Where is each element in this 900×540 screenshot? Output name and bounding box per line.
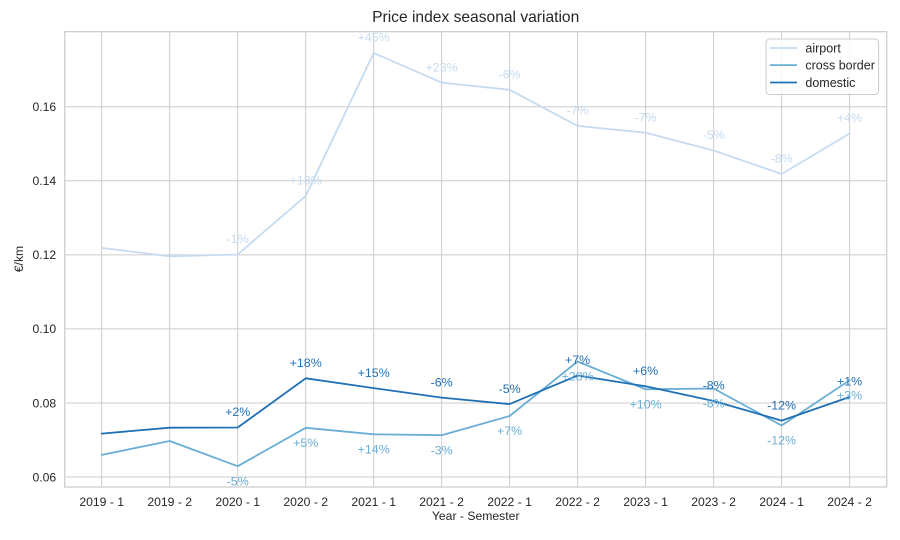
- svg-text:+4%: +4%: [837, 111, 862, 125]
- svg-text:-5%: -5%: [227, 474, 249, 488]
- svg-text:-7%: -7%: [635, 110, 657, 124]
- svg-text:0.06: 0.06: [32, 470, 56, 484]
- svg-text:-7%: -7%: [567, 104, 589, 118]
- svg-text:2021 - 2: 2021 - 2: [419, 495, 464, 509]
- svg-text:+15%: +15%: [358, 366, 390, 380]
- svg-text:2023 - 1: 2023 - 1: [623, 495, 668, 509]
- svg-text:+6%: +6%: [633, 364, 658, 378]
- svg-text:-8%: -8%: [703, 379, 725, 393]
- svg-text:-1%: -1%: [227, 232, 249, 246]
- svg-text:-12%: -12%: [767, 434, 796, 448]
- svg-text:Price index seasonal variation: Price index seasonal variation: [372, 9, 579, 26]
- svg-text:+28%: +28%: [562, 370, 594, 384]
- svg-text:-6%: -6%: [431, 375, 453, 389]
- svg-text:cross border: cross border: [805, 58, 874, 72]
- svg-text:2024 - 2: 2024 - 2: [827, 495, 872, 509]
- svg-text:2019 - 2: 2019 - 2: [147, 495, 192, 509]
- svg-text:+7%: +7%: [497, 424, 522, 438]
- svg-text:2023 - 2: 2023 - 2: [691, 495, 736, 509]
- svg-text:+7%: +7%: [565, 353, 590, 367]
- svg-text:0.08: 0.08: [32, 396, 56, 410]
- svg-text:0.10: 0.10: [32, 322, 56, 336]
- svg-text:€/km: €/km: [12, 246, 26, 272]
- svg-text:-12%: -12%: [767, 398, 796, 412]
- svg-text:2020 - 2: 2020 - 2: [283, 495, 328, 509]
- svg-text:+45%: +45%: [358, 31, 390, 45]
- svg-text:-3%: -3%: [431, 443, 453, 457]
- svg-text:2022 - 1: 2022 - 1: [487, 495, 532, 509]
- svg-text:-6%: -6%: [499, 68, 521, 82]
- svg-text:+2%: +2%: [225, 405, 250, 419]
- svg-text:-8%: -8%: [703, 397, 725, 411]
- svg-text:Year - Semester: Year - Semester: [432, 509, 520, 523]
- svg-text:2019 - 1: 2019 - 1: [79, 495, 124, 509]
- svg-text:-8%: -8%: [771, 152, 793, 166]
- svg-text:2022 - 2: 2022 - 2: [555, 495, 600, 509]
- svg-text:+10%: +10%: [630, 397, 662, 411]
- svg-text:0.12: 0.12: [32, 248, 56, 262]
- svg-text:+5%: +5%: [293, 436, 318, 450]
- svg-text:domestic: domestic: [805, 76, 855, 90]
- svg-text:2020 - 1: 2020 - 1: [215, 495, 260, 509]
- svg-text:+23%: +23%: [426, 60, 458, 74]
- svg-text:+3%: +3%: [837, 388, 862, 402]
- svg-text:-5%: -5%: [703, 128, 725, 142]
- svg-text:-5%: -5%: [499, 382, 521, 396]
- svg-text:+18%: +18%: [290, 356, 322, 370]
- svg-text:+13%: +13%: [290, 174, 322, 188]
- svg-text:0.14: 0.14: [32, 174, 56, 188]
- svg-text:airport: airport: [805, 41, 841, 55]
- svg-text:2024 - 1: 2024 - 1: [759, 495, 804, 509]
- svg-text:+1%: +1%: [837, 375, 862, 389]
- svg-text:2021 - 1: 2021 - 1: [351, 495, 396, 509]
- svg-text:+14%: +14%: [358, 442, 390, 456]
- svg-text:0.16: 0.16: [32, 100, 56, 114]
